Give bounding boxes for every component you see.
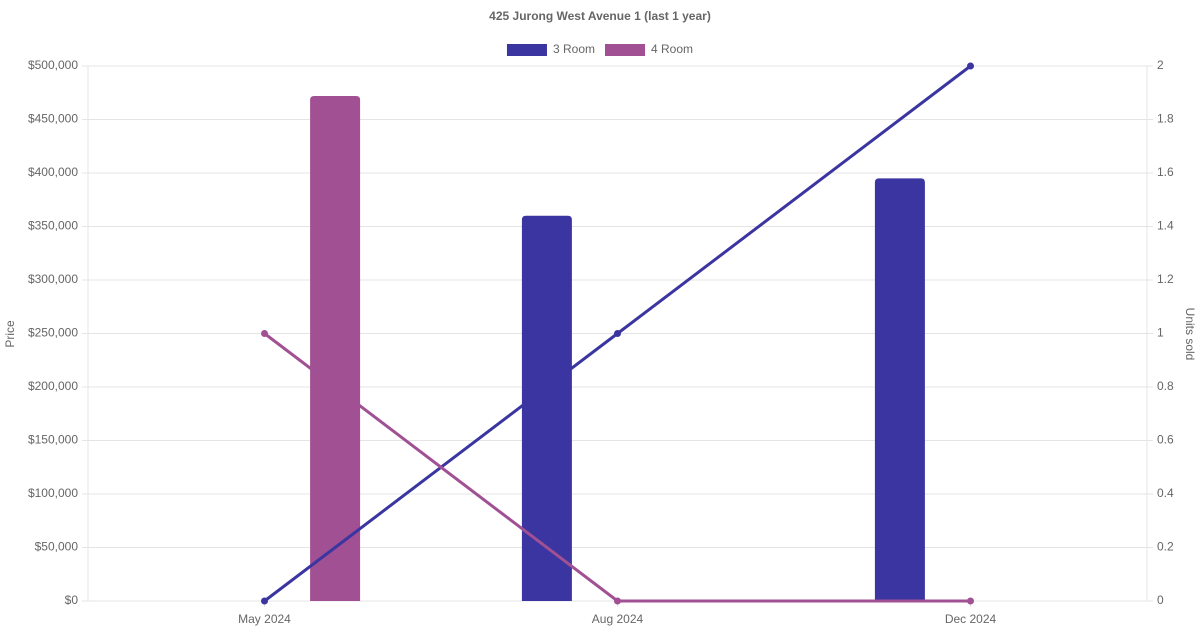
y-axis-title: Price bbox=[3, 320, 17, 348]
y-tick-label: $50,000 bbox=[35, 540, 79, 554]
y2-tick-label: 0.8 bbox=[1157, 379, 1174, 393]
x-tick-label: Aug 2024 bbox=[592, 612, 644, 626]
legend-swatch bbox=[506, 44, 547, 56]
y-tick-label: $450,000 bbox=[28, 112, 78, 126]
y-tick-label: $250,000 bbox=[28, 326, 78, 340]
point bbox=[967, 597, 974, 605]
point bbox=[614, 330, 621, 337]
y2-tick-label: 2 bbox=[1157, 58, 1164, 72]
y-tick-label: $0 bbox=[65, 593, 79, 607]
y2-tick-label: 1.2 bbox=[1157, 272, 1174, 286]
y-tick-label: $500,000 bbox=[28, 58, 78, 72]
y2-tick-label: 0.4 bbox=[1157, 486, 1174, 500]
legend-label: 4 Room bbox=[651, 42, 693, 56]
y-tick-label: $150,000 bbox=[28, 433, 78, 447]
point bbox=[261, 330, 268, 337]
y2-tick-label: 0.6 bbox=[1157, 433, 1174, 447]
line bbox=[263, 332, 971, 603]
y2-axis-title: Units sold bbox=[1183, 308, 1197, 361]
bar bbox=[874, 178, 925, 601]
bar bbox=[521, 215, 572, 602]
point bbox=[614, 597, 621, 605]
y2-tick-label: 0.2 bbox=[1157, 540, 1174, 554]
y2-tick-label: 1.8 bbox=[1157, 112, 1174, 126]
y2-tick-label: 1 bbox=[1157, 326, 1164, 340]
y-tick-label: $400,000 bbox=[28, 165, 78, 179]
y-tick-label: $300,000 bbox=[28, 272, 78, 286]
y2-tick-label: 1.6 bbox=[1157, 165, 1174, 179]
y2-tick-label: 1.4 bbox=[1157, 219, 1174, 233]
chart-title: 425 Jurong West Avenue 1 (last 1 year) bbox=[489, 9, 711, 23]
y-tick-label: $350,000 bbox=[28, 219, 78, 233]
x-tick-label: Dec 2024 bbox=[945, 612, 997, 626]
point bbox=[261, 597, 268, 605]
legend-label: 3 Room bbox=[553, 42, 595, 56]
y2-tick-label: 0 bbox=[1157, 593, 1164, 607]
bar bbox=[310, 95, 361, 602]
point bbox=[967, 62, 974, 70]
y-tick-label: $200,000 bbox=[28, 379, 78, 393]
y-tick-label: $100,000 bbox=[28, 486, 78, 500]
x-tick-label: May 2024 bbox=[238, 612, 291, 626]
legend-swatch bbox=[605, 44, 645, 56]
